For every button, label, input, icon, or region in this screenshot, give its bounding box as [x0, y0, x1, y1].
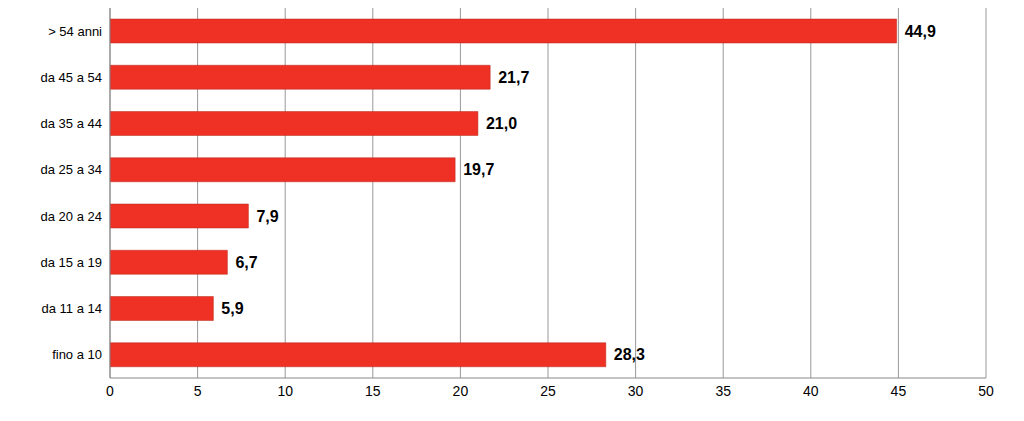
- svg-text:5: 5: [194, 383, 202, 399]
- svg-text:15: 15: [365, 383, 381, 399]
- svg-text:21,0: 21,0: [486, 115, 517, 132]
- svg-text:10: 10: [277, 383, 293, 399]
- svg-text:da 45 a 54: da 45 a 54: [41, 70, 102, 85]
- svg-text:21,7: 21,7: [498, 69, 529, 86]
- svg-text:25: 25: [540, 383, 556, 399]
- svg-text:7,9: 7,9: [256, 208, 278, 225]
- svg-text:fino a 10: fino a 10: [52, 347, 102, 362]
- svg-text:0: 0: [106, 383, 114, 399]
- svg-text:da 11 a 14: da 11 a 14: [42, 301, 102, 316]
- svg-text:50: 50: [978, 383, 994, 399]
- svg-text:> 54 anni: > 54 anni: [48, 24, 102, 39]
- svg-text:da 25 a 34: da 25 a 34: [41, 162, 102, 177]
- svg-text:44,9: 44,9: [905, 23, 936, 40]
- svg-text:40: 40: [803, 383, 819, 399]
- svg-text:19,7: 19,7: [463, 161, 494, 178]
- svg-text:35: 35: [715, 383, 731, 399]
- svg-text:5,9: 5,9: [221, 300, 243, 317]
- svg-text:da 35 a 44: da 35 a 44: [41, 116, 102, 131]
- svg-text:20: 20: [453, 383, 469, 399]
- svg-text:45: 45: [891, 383, 907, 399]
- svg-text:28,3: 28,3: [614, 346, 645, 363]
- svg-text:da 15 a 19: da 15 a 19: [41, 255, 102, 270]
- svg-text:30: 30: [628, 383, 644, 399]
- svg-text:6,7: 6,7: [235, 254, 257, 271]
- svg-text:da 20 a 24: da 20 a 24: [41, 209, 102, 224]
